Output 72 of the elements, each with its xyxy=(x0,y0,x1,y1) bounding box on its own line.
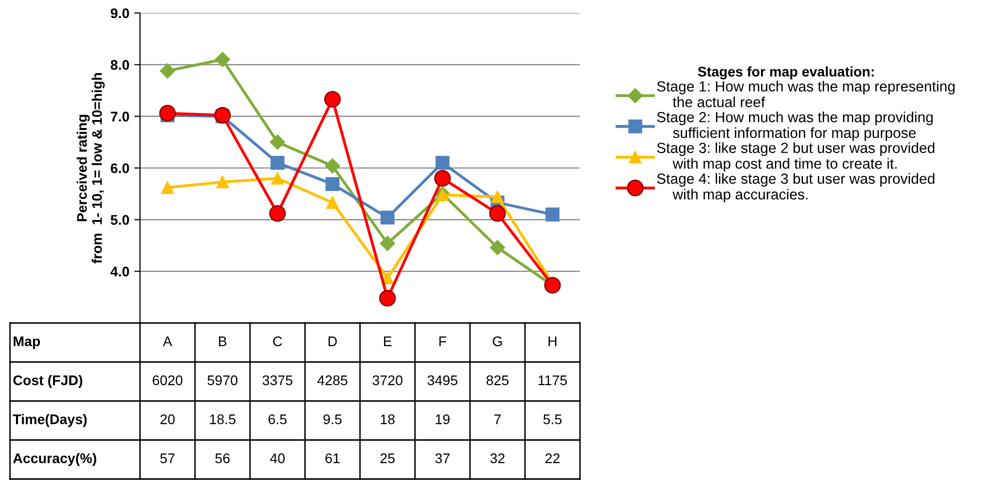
text: Map xyxy=(14,336,40,349)
y-tick-label: 7.0 xyxy=(110,112,130,122)
text: 22 xyxy=(545,453,560,464)
text: 3375 xyxy=(262,375,292,386)
y-tick-label: 5.0 xyxy=(110,215,130,225)
point xyxy=(434,170,451,187)
legend-label: Stage 1: How much was the map representing the actual reef xyxy=(657,80,955,108)
text: 6020 xyxy=(152,375,182,386)
y-tick-label: 9.0 xyxy=(110,8,130,18)
text: 3495 xyxy=(428,375,458,386)
point xyxy=(491,190,504,204)
point xyxy=(546,208,560,222)
point xyxy=(326,177,340,191)
x-tick-label: A xyxy=(162,336,172,346)
x-tick-label: D xyxy=(328,336,337,346)
point xyxy=(489,205,506,222)
x-tick-label: F xyxy=(439,336,446,346)
text: 5970 xyxy=(208,375,238,386)
text: 6.5 xyxy=(268,414,287,424)
text: 1175 xyxy=(538,376,567,386)
text: 9.5 xyxy=(324,414,342,424)
x-tick-label: C xyxy=(273,336,282,346)
point xyxy=(380,236,396,252)
legend-title: Stages for map evaluation: xyxy=(698,66,874,80)
legend-label: Stage 2: How much was the map providing sufficient information for map purpose xyxy=(657,112,933,141)
text: 40 xyxy=(270,453,285,464)
text: 3720 xyxy=(372,375,402,386)
text: Time(Days) xyxy=(12,414,87,427)
x-tick-label: G xyxy=(492,336,502,346)
point xyxy=(270,156,284,170)
point xyxy=(160,63,176,78)
text: 5.5 xyxy=(543,414,562,424)
text: 32 xyxy=(490,453,505,464)
point xyxy=(380,210,394,225)
point xyxy=(490,240,506,256)
y-tick-label: 6.0 xyxy=(110,163,130,174)
point xyxy=(324,158,340,174)
text: 56 xyxy=(215,453,230,464)
text: 37 xyxy=(435,453,450,464)
point xyxy=(214,106,231,124)
text: 57 xyxy=(160,454,175,464)
point xyxy=(379,290,396,307)
point xyxy=(326,196,339,209)
text: Accuracy(%) xyxy=(13,453,96,466)
point xyxy=(159,104,176,122)
text: 61 xyxy=(325,453,340,464)
point xyxy=(271,172,284,185)
point xyxy=(381,272,394,284)
legend-label: Stage 3: like stage 2 but user was provided with map cost and time to create it. xyxy=(657,142,934,172)
y-tick-label: 4.0 xyxy=(110,266,130,277)
y-tick-label: 8.0 xyxy=(110,60,130,70)
y-axis-title: Perceived rating from 1- 10, 1= low & 10=high xyxy=(76,73,105,264)
text: 4285 xyxy=(317,375,348,386)
text: 18.5 xyxy=(210,414,236,424)
text: Cost (FJD) xyxy=(13,375,82,388)
point xyxy=(216,176,229,188)
point xyxy=(269,205,286,222)
text: 18 xyxy=(380,414,395,424)
point xyxy=(214,52,230,68)
text: 20 xyxy=(160,414,175,424)
x-tick-label: B xyxy=(219,336,226,346)
point xyxy=(270,134,286,150)
point xyxy=(436,156,450,170)
legend-label: Stage 4: like stage 3 but user was provided with map accuracies. xyxy=(657,173,934,202)
point xyxy=(161,181,174,194)
text: 19 xyxy=(436,414,450,424)
x-tick-label: E xyxy=(384,336,392,346)
text: 7 xyxy=(494,414,501,424)
point xyxy=(324,90,341,108)
text: 25 xyxy=(380,453,395,464)
x-tick-label: H xyxy=(548,336,556,346)
text: 825 xyxy=(486,375,509,386)
